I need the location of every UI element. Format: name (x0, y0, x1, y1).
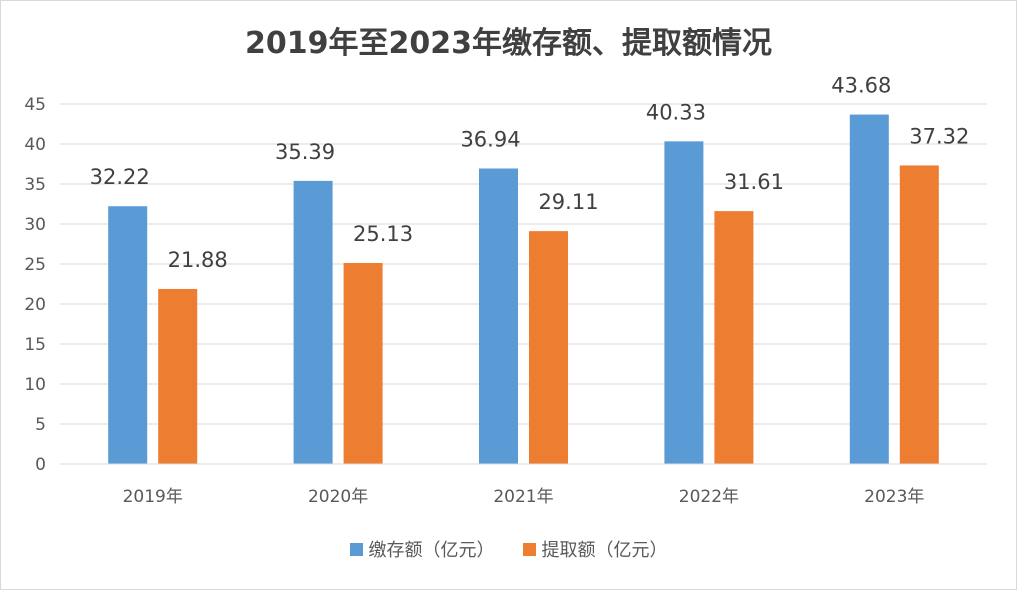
legend-swatch-deposit (349, 542, 363, 556)
legend-item-withdrawal: 提取额（亿元） (522, 536, 668, 562)
bar-deposit (293, 180, 333, 464)
legend-label-deposit: 缴存额（亿元） (368, 540, 495, 561)
y-tick-label: 40 (24, 135, 46, 155)
data-label: 32.22 (90, 165, 150, 189)
data-label: 40.33 (646, 100, 706, 124)
legend-swatch-withdrawal (522, 542, 536, 556)
y-tick-label: 45 (24, 95, 46, 115)
data-label: 35.39 (275, 140, 335, 164)
data-label: 36.94 (460, 127, 520, 151)
bar-withdrawal (529, 231, 568, 464)
y-tick-label: 0 (35, 455, 46, 475)
y-tick-label: 35 (24, 175, 46, 195)
bar-deposit (664, 141, 704, 465)
data-label: 37.32 (909, 124, 969, 148)
x-tick-label: 2019年 (123, 487, 183, 507)
y-tick-label: 15 (24, 335, 46, 355)
x-tick-label: 2023年 (864, 487, 924, 507)
bar-deposit (479, 168, 518, 465)
x-tick-label: 2021年 (493, 487, 553, 507)
legend: 缴存额（亿元） 提取额（亿元） (0, 536, 1017, 562)
data-label: 29.11 (538, 190, 598, 214)
data-label: 43.68 (831, 74, 891, 98)
bar-withdrawal (714, 211, 754, 464)
bar-withdrawal (343, 262, 383, 464)
y-tick-label: 20 (24, 295, 46, 315)
legend-item-deposit: 缴存额（亿元） (349, 536, 495, 562)
bar-deposit (849, 114, 889, 464)
bar-withdrawal (899, 165, 939, 464)
data-label: 21.88 (168, 248, 228, 272)
x-tick-label: 2020年 (308, 487, 368, 507)
legend-label-withdrawal: 提取额（亿元） (541, 540, 668, 561)
data-label: 25.13 (353, 222, 413, 246)
bar-deposit (108, 206, 148, 465)
bar-withdrawal (158, 288, 198, 464)
x-tick-label: 2022年 (679, 487, 739, 507)
data-label: 31.61 (724, 170, 784, 194)
chart-title: 2019年至2023年缴存额、提取额情况 (245, 26, 772, 61)
y-tick-label: 30 (24, 215, 46, 235)
y-tick-label: 5 (35, 415, 46, 435)
y-tick-label: 10 (24, 375, 46, 395)
y-tick-label: 25 (24, 255, 46, 275)
